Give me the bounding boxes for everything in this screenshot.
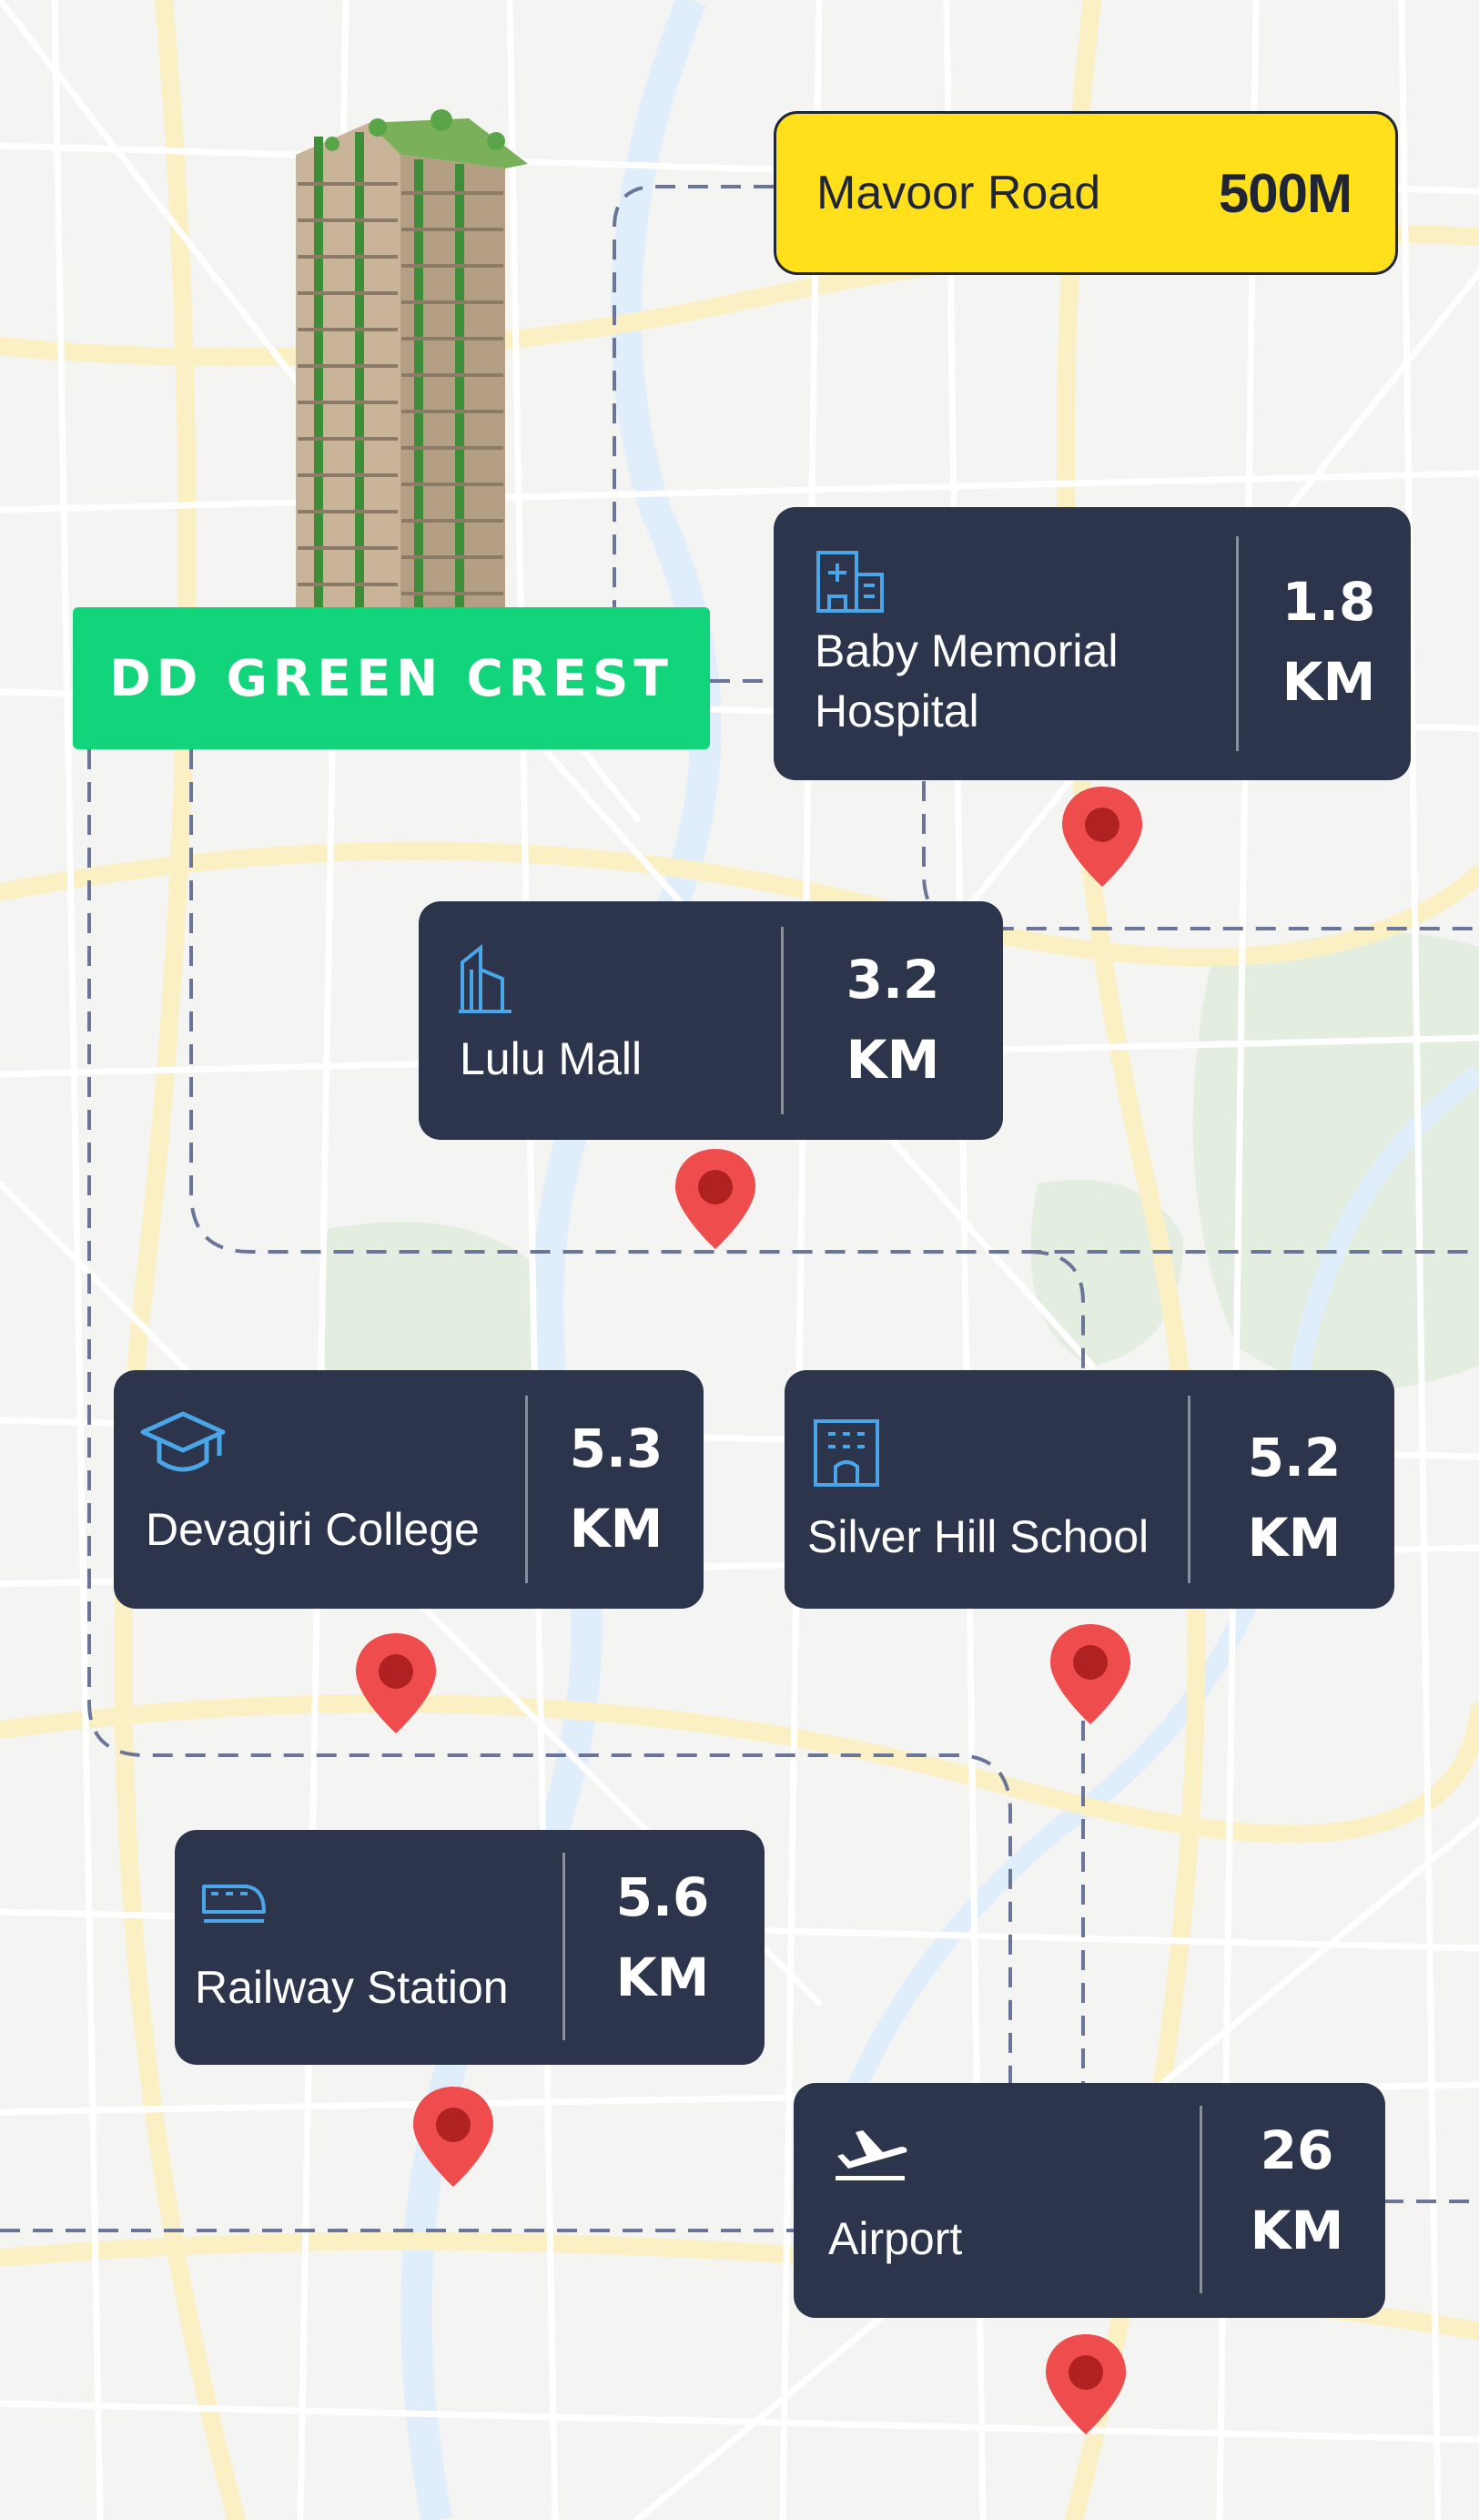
- location-pin-icon: [1062, 787, 1142, 887]
- place-name: Lulu Mall: [460, 1033, 643, 1084]
- place-name: Railway Station: [195, 1962, 509, 2013]
- project-name-badge: DD GREEN CREST: [73, 607, 710, 749]
- card-divider: [1200, 2106, 1202, 2293]
- building-illustration: [296, 109, 528, 610]
- place-distance: 5.3 KM: [569, 1418, 664, 1560]
- place-card-lulu-mall[interactable]: Lulu Mall 3.2 KM: [419, 901, 1003, 1140]
- graduation-cap-icon: [140, 1411, 226, 1472]
- place-name: Devagiri College: [146, 1504, 480, 1555]
- place-name: Silver Hill School: [807, 1511, 1150, 1562]
- mall-building-icon: [459, 943, 512, 1013]
- location-pin-icon: [413, 2087, 493, 2187]
- card-divider: [525, 1396, 528, 1583]
- place-distance: 5.2 KM: [1247, 1427, 1342, 1569]
- train-icon: [202, 1885, 266, 1923]
- place-card-devagiri-college[interactable]: Devagiri College 5.3 KM: [114, 1370, 704, 1609]
- place-distance: 26 KM: [1250, 2119, 1344, 2261]
- place-distance: 3.2 KM: [846, 949, 940, 1091]
- project-name: DD GREEN CREST: [109, 649, 674, 707]
- card-divider: [1236, 536, 1239, 751]
- school-building-icon: [814, 1419, 879, 1487]
- hospital-icon: [816, 551, 884, 613]
- place-card-railway-station[interactable]: Railway Station 5.6 KM: [175, 1830, 765, 2065]
- place-card-hospital[interactable]: Baby Memorial Hospital 1.8 KM: [774, 507, 1411, 780]
- place-distance: 1.8 KM: [1281, 571, 1376, 713]
- place-distance: 5.6 KM: [615, 1866, 710, 2008]
- airplane-icon: [836, 2130, 907, 2180]
- location-pin-icon: [1046, 2334, 1126, 2434]
- road-name: Mavoor Road: [816, 167, 1101, 219]
- road-distance: 500M: [1218, 162, 1352, 224]
- place-name: Airport: [828, 2213, 963, 2264]
- place-card-silver-hill-school[interactable]: Silver Hill School 5.2 KM: [785, 1370, 1394, 1609]
- card-divider: [781, 927, 784, 1114]
- highlight-road-badge: Mavoor Road 500M: [774, 111, 1398, 275]
- location-pin-icon: [356, 1633, 436, 1733]
- location-pin-icon: [675, 1149, 755, 1249]
- place-name: Baby Memorial Hospital: [815, 625, 1119, 737]
- card-divider: [562, 1853, 565, 2040]
- card-divider: [1188, 1396, 1190, 1583]
- place-card-airport[interactable]: Airport 26 KM: [794, 2083, 1385, 2318]
- location-pin-icon: [1050, 1624, 1130, 1724]
